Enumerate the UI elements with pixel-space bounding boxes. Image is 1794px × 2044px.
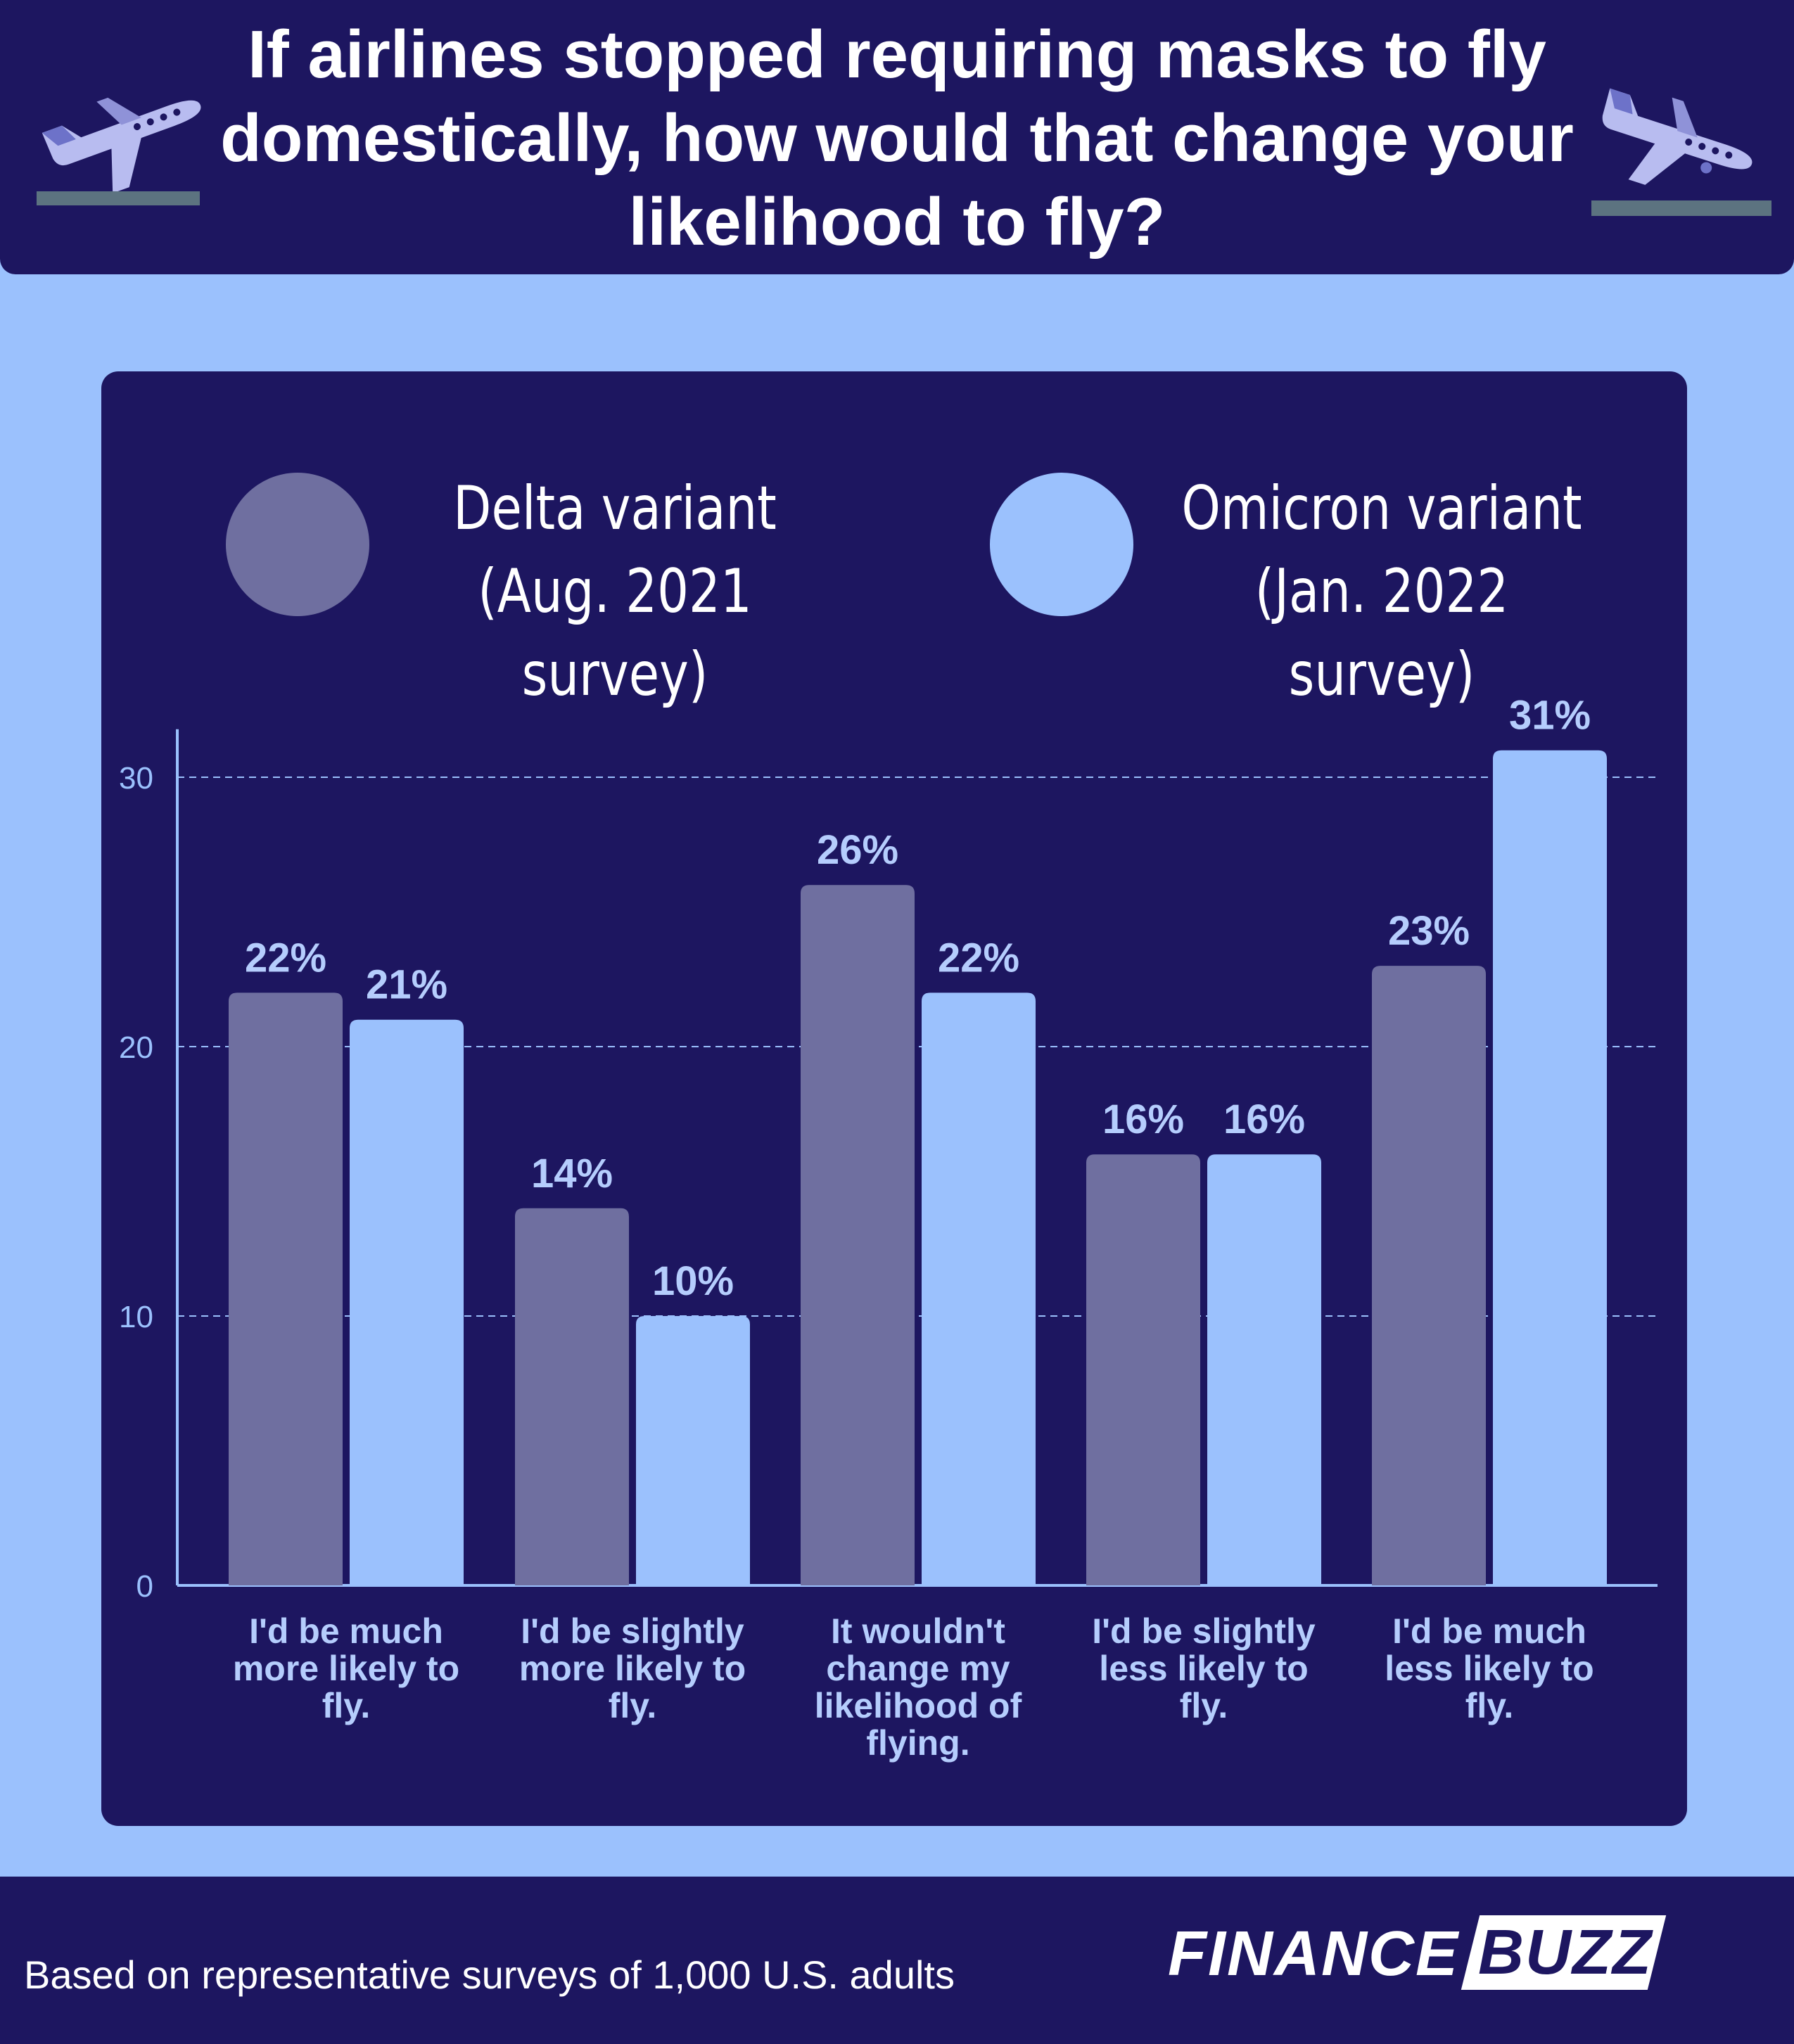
- data-label-delta-2: 26%: [817, 827, 898, 873]
- logo-buzz-text: BUZZ: [1478, 1917, 1653, 1988]
- data-label-delta-1: 14%: [531, 1151, 613, 1196]
- data-label-omicron-2: 22%: [938, 935, 1019, 981]
- bar-omicron-3: [1207, 1154, 1321, 1585]
- logo-finance-text: FINANCE: [1168, 1919, 1459, 1989]
- data-label-omicron-1: 10%: [652, 1258, 734, 1304]
- bar-delta-4: [1372, 966, 1486, 1585]
- data-label-delta-0: 22%: [245, 935, 326, 981]
- legend-swatch-delta: [226, 473, 369, 616]
- bar-delta-0: [229, 992, 343, 1585]
- legend-label-omicron: Omicron variant (Jan. 2022 survey): [1181, 473, 1582, 710]
- data-label-omicron-4: 31%: [1509, 693, 1591, 739]
- y-tick-label-30: 30: [119, 761, 153, 796]
- x-category-label-3: I'd be slightly less likely to fly.: [1092, 1611, 1316, 1725]
- legend-swatch-omicron: [990, 473, 1133, 616]
- footnote: Based on representative surveys of 1,000…: [24, 1953, 955, 1997]
- x-category-label-2: It wouldn't change my likelihood of flying.: [815, 1611, 1022, 1763]
- footer: Based on representative surveys of 1,000…: [0, 1877, 1794, 2044]
- data-label-omicron-3: 16%: [1223, 1097, 1305, 1142]
- bar-omicron-2: [922, 992, 1036, 1585]
- data-label-delta-3: 16%: [1102, 1097, 1184, 1142]
- bar-delta-1: [515, 1208, 629, 1585]
- bar-delta-3: [1086, 1154, 1200, 1585]
- legend-label-delta: Delta variant (Aug. 2021 survey): [453, 473, 777, 710]
- data-label-delta-4: 23%: [1388, 908, 1470, 954]
- bar-omicron-0: [350, 1019, 464, 1585]
- x-category-label-0: I'd be much more likely to fly.: [233, 1611, 459, 1725]
- bar-omicron-4: [1493, 750, 1607, 1585]
- x-category-label-4: I'd be much less likely to fly.: [1385, 1611, 1593, 1725]
- airplane-takeoff-icon: [37, 97, 201, 205]
- header-banner: If airlines stopped requiring masks to f…: [0, 0, 1794, 274]
- bar-delta-2: [801, 885, 915, 1585]
- airplane-landing-icon: [1591, 88, 1771, 216]
- y-tick-label-10: 10: [119, 1300, 153, 1334]
- x-category-label-1: I'd be slightly more likely to fly.: [519, 1611, 746, 1725]
- y-tick-label-0: 0: [136, 1569, 153, 1604]
- data-label-omicron-0: 21%: [366, 962, 447, 1008]
- y-tick-label-20: 20: [119, 1030, 153, 1065]
- chart-title: If airlines stopped requiring masks to f…: [220, 17, 1574, 260]
- bar-chart: 0 10 20 30 22% 21% I'd be much more likely to fl…: [119, 693, 1658, 1763]
- bar-omicron-1: [636, 1316, 750, 1585]
